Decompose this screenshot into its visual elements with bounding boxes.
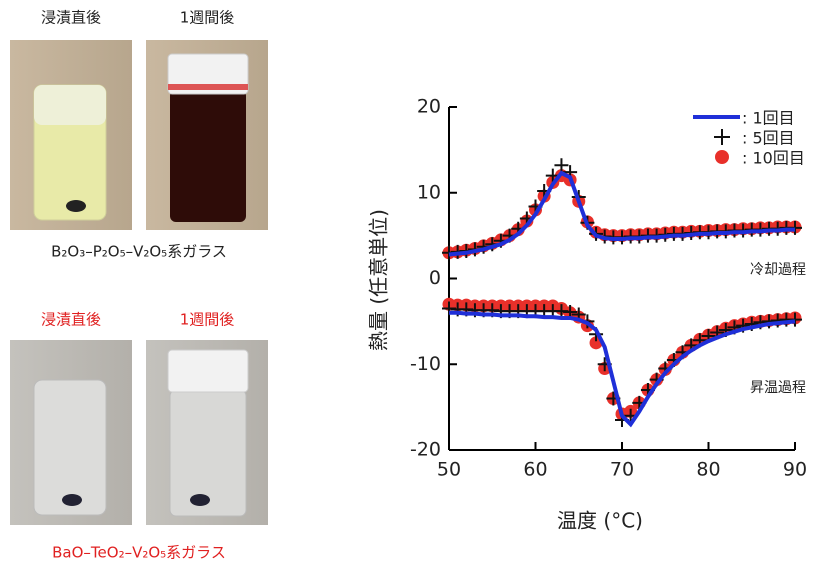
- legend-plus: [714, 129, 730, 145]
- x-tick-label: 60: [523, 459, 547, 481]
- vial-top: [34, 85, 106, 125]
- y-tick-label: 20: [417, 96, 441, 118]
- y-tick-label: -10: [410, 353, 441, 375]
- photo-label: 1週間後: [180, 311, 235, 329]
- glass-piece: [62, 494, 82, 506]
- glass-piece: [190, 494, 210, 506]
- x-tick-label: 90: [783, 459, 807, 481]
- glass-piece: [66, 200, 86, 212]
- annotation: 昇温過程: [750, 380, 806, 396]
- photos: 浸漬直後 1週間後 B₂O₃–P₂O₅–V₂O₅系ガラス 浸漬直後 1週間後 B…: [10, 9, 268, 562]
- y-tick-label: 10: [417, 181, 441, 203]
- cap-ring: [168, 84, 248, 90]
- page: 浸漬直後 1週間後 B₂O₃–P₂O₅–V₂O₅系ガラス 浸漬直後 1週間後 B…: [0, 0, 831, 567]
- legend-label: : 1回目: [742, 109, 795, 128]
- caption: B₂O₃–P₂O₅–V₂O₅系ガラス: [51, 243, 227, 261]
- x-axis-label: 温度 (°C): [557, 509, 643, 533]
- legend-label: : 10回目: [742, 149, 805, 168]
- x-tick-label: 70: [610, 459, 634, 481]
- cap: [168, 350, 248, 392]
- legend-circle: [715, 150, 729, 164]
- caption: BaO–TeO₂–V₂O₅系ガラス: [52, 544, 226, 562]
- photo-label: 浸漬直後: [41, 311, 101, 329]
- y-tick-label: -20: [410, 439, 441, 461]
- y-tick-label: 0: [429, 267, 441, 289]
- x-tick-label: 50: [437, 459, 461, 481]
- series-line: [449, 313, 795, 424]
- annotation: 冷却過程: [750, 262, 806, 278]
- photo-label: 浸漬直後: [41, 9, 101, 27]
- legend-label: : 5回目: [742, 129, 795, 148]
- vial: [170, 90, 246, 222]
- y-axis-label: 熱量 (任意単位): [367, 209, 391, 351]
- x-tick-label: 80: [696, 459, 720, 481]
- marker-plus: [554, 158, 568, 172]
- photo-label: 1週間後: [180, 9, 235, 27]
